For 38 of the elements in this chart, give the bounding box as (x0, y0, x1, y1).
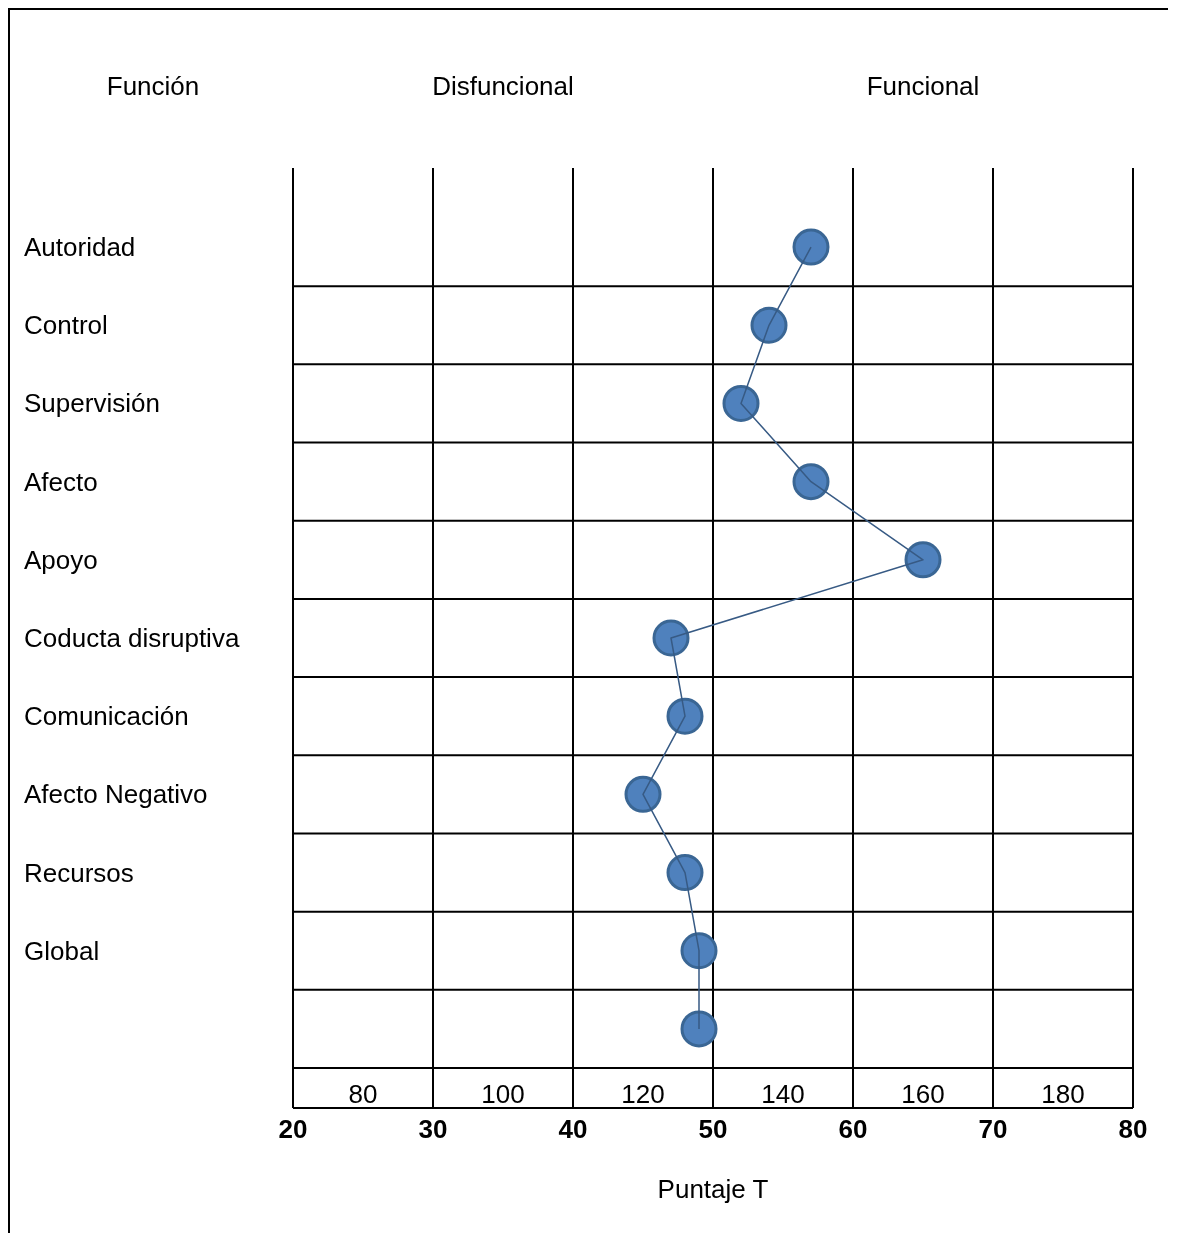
x2-tick-label: 100 (481, 1079, 525, 1109)
point (680, 1010, 718, 1048)
x-tick-label: 60 (838, 1114, 868, 1144)
point (624, 775, 662, 813)
x-tick-label: 80 (1118, 1114, 1148, 1144)
point (750, 306, 788, 344)
x-tick-label: 30 (418, 1114, 448, 1144)
point (904, 541, 942, 579)
x2-tick-label: 140 (761, 1079, 805, 1109)
text: Disfuncional (432, 71, 574, 101)
y-tick-label: Supervisión (24, 388, 160, 419)
point (792, 463, 830, 501)
text: Funcional (866, 71, 980, 101)
y-tick-label: Recursos (24, 857, 134, 888)
point (666, 697, 704, 735)
x-axis-title: Puntaje T (657, 1174, 769, 1204)
x-tick-label: 70 (978, 1114, 1008, 1144)
y-tick-label: Comunicación (24, 701, 189, 732)
y-tick-label: Coducta disruptiva (24, 623, 240, 653)
x2-tick-label: 160 (901, 1079, 945, 1109)
point (722, 384, 760, 422)
x2-tick-label: 80 (348, 1079, 378, 1109)
y-tick-label: Apoyo (24, 544, 98, 575)
x-tick-label: 50 (698, 1114, 728, 1144)
y-tick-label: Afecto (24, 466, 98, 497)
y-axis-title: Función (106, 71, 200, 101)
x-tick-label: 20 (278, 1114, 308, 1144)
x-tick-label: 40 (558, 1114, 588, 1144)
point (666, 854, 704, 892)
x2-tick-label: 180 (1041, 1079, 1085, 1109)
point (680, 932, 718, 970)
point (792, 228, 830, 266)
y-tick-label: Autoridad (24, 232, 136, 263)
y-tick-label: Global (24, 935, 100, 966)
x2-tick-label: 120 (621, 1079, 665, 1109)
point (652, 619, 690, 657)
y-tick-label: Afecto Negativo (24, 779, 208, 810)
y-tick-label: Control (24, 310, 108, 341)
